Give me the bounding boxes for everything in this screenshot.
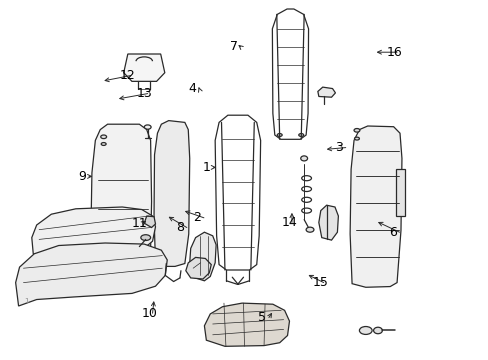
Text: 3: 3 [334, 141, 342, 154]
Polygon shape [16, 243, 167, 306]
Polygon shape [154, 121, 189, 266]
Polygon shape [318, 205, 338, 240]
Text: 16: 16 [386, 46, 401, 59]
Polygon shape [395, 169, 404, 216]
Text: 13: 13 [137, 87, 152, 100]
Text: 7: 7 [229, 40, 237, 53]
Ellipse shape [101, 135, 106, 139]
Polygon shape [317, 87, 335, 97]
Ellipse shape [354, 137, 359, 140]
Text: 10: 10 [142, 307, 157, 320]
Ellipse shape [141, 235, 150, 240]
Ellipse shape [359, 327, 371, 334]
Ellipse shape [305, 227, 313, 232]
Polygon shape [144, 216, 155, 228]
Polygon shape [349, 126, 401, 287]
Text: 5: 5 [258, 311, 265, 324]
Ellipse shape [144, 125, 151, 129]
Polygon shape [189, 232, 216, 281]
Ellipse shape [353, 129, 359, 132]
Text: 4: 4 [188, 82, 196, 95]
Ellipse shape [101, 143, 106, 145]
Text: 15: 15 [312, 276, 328, 289]
Text: 1: 1 [24, 298, 29, 303]
Polygon shape [91, 124, 151, 266]
Ellipse shape [300, 156, 307, 161]
Text: 6: 6 [388, 226, 396, 239]
Polygon shape [123, 54, 164, 81]
Polygon shape [32, 207, 155, 258]
Polygon shape [204, 303, 289, 346]
Text: 11: 11 [132, 217, 147, 230]
Text: 9: 9 [78, 170, 86, 183]
Ellipse shape [298, 134, 303, 136]
Text: 12: 12 [120, 69, 135, 82]
Text: 2: 2 [193, 211, 201, 224]
Polygon shape [185, 257, 211, 279]
Ellipse shape [373, 327, 382, 334]
Text: 14: 14 [281, 216, 296, 229]
Ellipse shape [277, 134, 282, 136]
Text: 8: 8 [176, 221, 183, 234]
Text: 1: 1 [203, 161, 210, 174]
